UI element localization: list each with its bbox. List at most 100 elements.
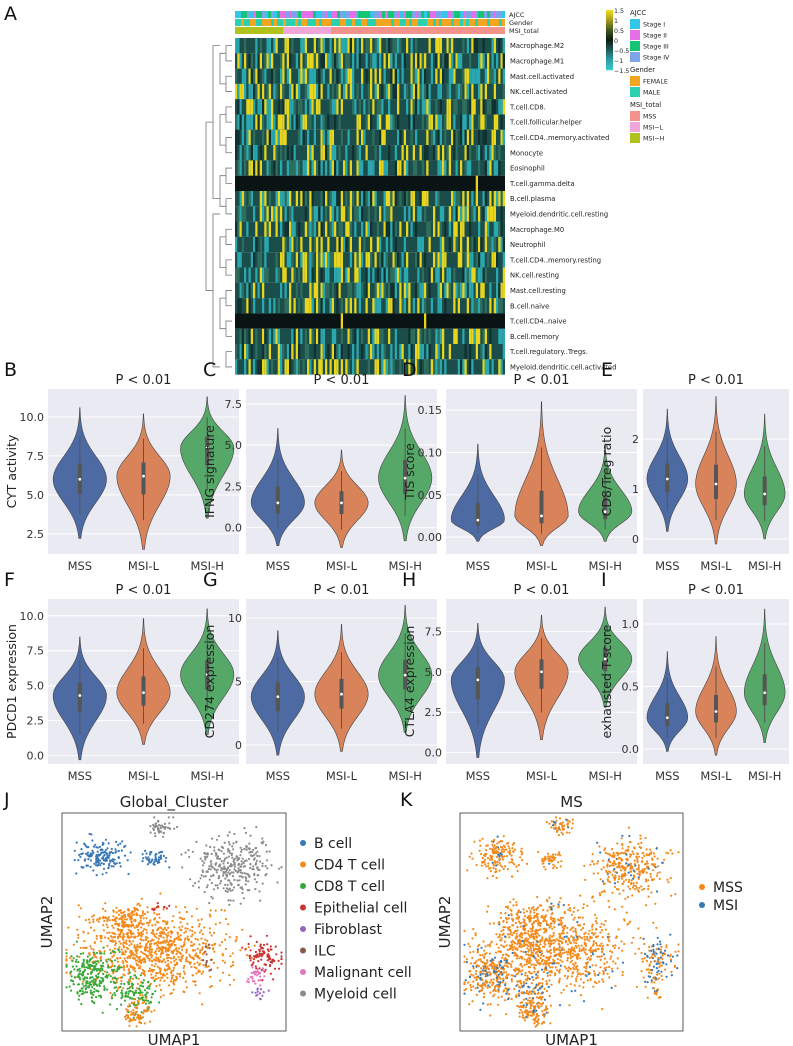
colorbar-step [606, 10, 613, 12]
track-cell [298, 19, 301, 26]
heatmap-cell [487, 236, 490, 253]
umap-point [128, 916, 131, 920]
umap-point [557, 827, 560, 830]
heatmap-cell [334, 99, 337, 115]
umap-point [258, 890, 261, 893]
umap-point [100, 862, 103, 865]
heatmap-cell [327, 129, 330, 146]
heatmap-cell [401, 344, 404, 360]
umap-point [101, 857, 104, 860]
heatmap-cell [473, 68, 476, 84]
heatmap-row-label: T.cell.CD8. [509, 103, 546, 111]
heatmap-cell [336, 68, 339, 84]
heatmap-cell [381, 328, 384, 344]
umap-point [628, 834, 631, 838]
umap-point [546, 939, 549, 942]
heatmap-cell [340, 313, 343, 329]
x-tick-label: MSI-H [388, 769, 421, 783]
umap-point [121, 916, 125, 919]
umap-point [145, 852, 148, 855]
umap-point [618, 875, 621, 878]
track-cell [439, 11, 442, 18]
track-cell [265, 27, 268, 34]
umap-point [596, 841, 599, 844]
umap-point [143, 989, 147, 992]
heatmap-cell [244, 328, 247, 344]
umap-point [92, 948, 95, 951]
umap-point [485, 865, 488, 868]
umap-point [641, 857, 644, 860]
umap-point [499, 864, 502, 867]
heatmap-cell [365, 38, 368, 54]
umap-point [220, 869, 223, 872]
umap-point [195, 952, 198, 955]
heatmap-cell [437, 160, 440, 176]
umap-point [144, 1002, 148, 1005]
umap-point [273, 960, 276, 963]
heatmap-cell [358, 114, 361, 130]
umap-point [81, 982, 84, 986]
track-cell [319, 19, 322, 26]
track-cell [484, 19, 487, 26]
heatmap-cell [448, 53, 451, 69]
track-cell [427, 19, 430, 26]
heatmap-cell [385, 252, 388, 268]
umap-point [71, 959, 74, 963]
umap-point [237, 867, 240, 870]
heatmap-cell [480, 99, 483, 115]
umap-point [75, 958, 78, 961]
umap-point [132, 1011, 135, 1015]
colorbar-step [606, 29, 613, 31]
heatmap-cell [239, 191, 242, 207]
umap-point [253, 873, 256, 877]
umap-point [205, 953, 208, 956]
track-cell [301, 11, 304, 18]
umap-point [495, 851, 498, 855]
umap-point [152, 823, 155, 826]
heatmap-cell [322, 145, 325, 161]
heatmap-cell [475, 191, 478, 207]
x-tick-label: MSS [466, 559, 491, 573]
heatmap-cell [237, 298, 240, 314]
heatmap-cell [439, 99, 442, 115]
heatmap-cell [262, 328, 265, 344]
umap-point [75, 965, 78, 968]
heatmap-cell [367, 359, 370, 375]
umap-point [556, 853, 560, 856]
heatmap-cell [489, 328, 492, 344]
y-tick-label: 0.15 [418, 404, 443, 417]
umap-point [139, 991, 142, 995]
colorbar-step [606, 48, 613, 50]
track-cell [421, 27, 424, 34]
umap-point [612, 869, 615, 872]
colorbar-step [606, 32, 613, 34]
umap-point [260, 958, 263, 961]
heatmap-cell [390, 191, 393, 207]
heatmap-cell [313, 68, 316, 84]
umap-point [197, 919, 200, 922]
umap-point [641, 888, 644, 891]
umap-point [496, 863, 499, 866]
heatmap-cell [370, 114, 373, 130]
heatmap-cell [484, 344, 487, 360]
heatmap-cell [464, 359, 467, 375]
track-cell [496, 27, 499, 34]
heatmap-cell [473, 206, 476, 222]
heatmap-cell [408, 298, 411, 314]
umap-point [133, 907, 137, 910]
track-cell [421, 19, 424, 26]
heatmap-cell [241, 282, 244, 299]
umap-point [248, 956, 251, 960]
umap-point [77, 998, 80, 1001]
umap-point [93, 955, 97, 958]
umap-point [249, 862, 252, 866]
heatmap-cell [446, 38, 449, 54]
track-cell [490, 19, 493, 26]
umap-point [96, 859, 99, 863]
umap-point [633, 888, 637, 891]
legend-label: Stage I [643, 22, 665, 29]
umap-point [129, 996, 132, 999]
dendrogram-branch [225, 228, 232, 245]
umap-point [266, 943, 269, 946]
